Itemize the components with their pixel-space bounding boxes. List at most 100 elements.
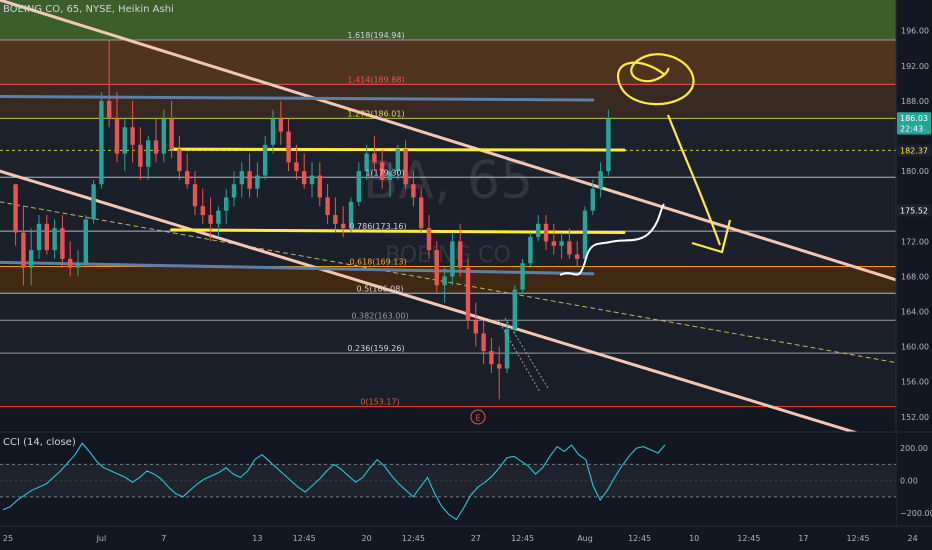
candle-body[interactable]	[567, 241, 572, 255]
candle-body[interactable]	[286, 131, 291, 163]
channel-upper-line	[0, 0, 907, 285]
candle-body[interactable]	[364, 153, 369, 172]
candle-body[interactable]	[75, 263, 81, 268]
candle-body[interactable]	[512, 289, 517, 330]
candle-body[interactable]	[551, 241, 556, 246]
candle-body[interactable]	[442, 276, 447, 286]
candle-body[interactable]	[13, 184, 18, 233]
candle-body[interactable]	[450, 241, 455, 277]
candle-body[interactable]	[528, 236, 533, 264]
candle-body[interactable]	[247, 171, 252, 189]
price-axis[interactable]: 196.00 192.00 188.00 180.00 172.00 168.00 164.…	[895, 0, 932, 550]
candle-body[interactable]	[419, 197, 424, 229]
candle-body[interactable]	[263, 144, 268, 176]
time-axis[interactable]: 25 Jul 7 13 12:45 20 12:45 27 12:45 Aug 12:45 10 12:…	[0, 525, 932, 550]
candle-body[interactable]	[489, 351, 494, 365]
candle-body[interactable]	[294, 162, 299, 172]
time-tick-label: Jul	[96, 534, 107, 543]
candles-layer[interactable]	[13, 39, 611, 400]
candle-body[interactable]	[36, 223, 42, 251]
candle-body[interactable]	[278, 118, 283, 132]
candle-body[interactable]	[91, 184, 96, 220]
candle-body[interactable]	[606, 118, 611, 172]
fib-level-label: 1.414(189.88)	[347, 75, 404, 84]
candle-body[interactable]	[169, 118, 174, 150]
candle-body[interactable]	[504, 329, 510, 369]
symbol-title[interactable]: BOEING CO, 65, NYSE, Heikin Ashi	[3, 4, 174, 15]
candle-body[interactable]	[426, 228, 432, 251]
cci-line[interactable]	[2, 442, 666, 521]
fib-zone	[0, 353, 896, 407]
candle-body[interactable]	[543, 223, 549, 242]
price-tick-label: 152.00	[901, 413, 929, 422]
earnings-icon-label: E	[475, 414, 480, 423]
price-label-box	[897, 204, 931, 217]
candle-body[interactable]	[216, 210, 221, 224]
candle-body[interactable]	[341, 223, 346, 229]
candle-body[interactable]	[161, 118, 166, 154]
candle-body[interactable]	[465, 267, 471, 321]
candle-body[interactable]	[60, 228, 65, 259]
candle-body[interactable]	[130, 127, 135, 145]
candle-body[interactable]	[497, 364, 502, 369]
candle-body[interactable]	[302, 171, 307, 185]
candle-body[interactable]	[458, 241, 463, 268]
candle-body[interactable]	[309, 175, 315, 185]
candle-body[interactable]	[559, 241, 564, 246]
candle-body[interactable]	[83, 219, 88, 264]
candle-body[interactable]	[333, 215, 338, 224]
candle-body[interactable]	[387, 171, 393, 180]
fib-zone	[0, 231, 896, 267]
candle-body[interactable]	[356, 171, 361, 202]
cci-pane[interactable]: 200.00 0.00 −200.00	[0, 431, 932, 526]
candle-body[interactable]	[114, 118, 120, 154]
candle-body[interactable]	[520, 263, 525, 290]
hand-drawn-arrow-path	[666, 114, 722, 246]
candle-body[interactable]	[192, 184, 198, 207]
candle-body[interactable]	[270, 118, 276, 145]
candle-body[interactable]	[153, 140, 159, 154]
candle-body[interactable]	[325, 197, 330, 215]
candle-body[interactable]	[372, 153, 377, 163]
cci-title[interactable]: CCI (14, close)	[3, 437, 76, 448]
candle-body[interactable]	[317, 175, 322, 198]
earnings-icon[interactable]	[470, 409, 486, 425]
candle-body[interactable]	[44, 223, 49, 251]
candle-body[interactable]	[146, 140, 151, 167]
candle-body[interactable]	[239, 171, 244, 185]
price-label-box	[897, 112, 931, 125]
candle-body[interactable]	[434, 250, 439, 286]
candle-body[interactable]	[68, 258, 73, 268]
candle-body[interactable]	[590, 188, 595, 211]
candle-body[interactable]	[200, 206, 205, 215]
time-tick-label: Aug	[577, 534, 593, 543]
candle-body[interactable]	[21, 232, 26, 268]
candle-body[interactable]	[598, 171, 603, 189]
candle-body[interactable]	[122, 127, 127, 154]
candle-body[interactable]	[380, 162, 385, 180]
candle-body[interactable]	[224, 197, 229, 211]
candle-body[interactable]	[177, 149, 182, 172]
candle-body[interactable]	[395, 149, 400, 172]
candle-body[interactable]	[138, 144, 143, 167]
candle-body[interactable]	[99, 100, 104, 185]
candle-body[interactable]	[582, 210, 588, 259]
candle-body[interactable]	[231, 184, 237, 198]
candle-body[interactable]	[473, 320, 478, 334]
candle-body[interactable]	[255, 175, 260, 189]
fib-level-label: 1.618(194.94)	[347, 31, 404, 40]
candle-body[interactable]	[208, 215, 213, 224]
candle-body[interactable]	[107, 100, 112, 119]
candle-body[interactable]	[348, 201, 354, 229]
fib-lines-layer	[0, 39, 896, 408]
candle-body[interactable]	[536, 223, 541, 237]
candle-body[interactable]	[29, 250, 34, 268]
candle-body[interactable]	[52, 228, 57, 251]
candle-body[interactable]	[403, 149, 408, 185]
candle-body[interactable]	[575, 254, 580, 259]
candle-body[interactable]	[411, 184, 416, 198]
candle-body[interactable]	[481, 333, 486, 352]
candle-body[interactable]	[185, 171, 190, 185]
